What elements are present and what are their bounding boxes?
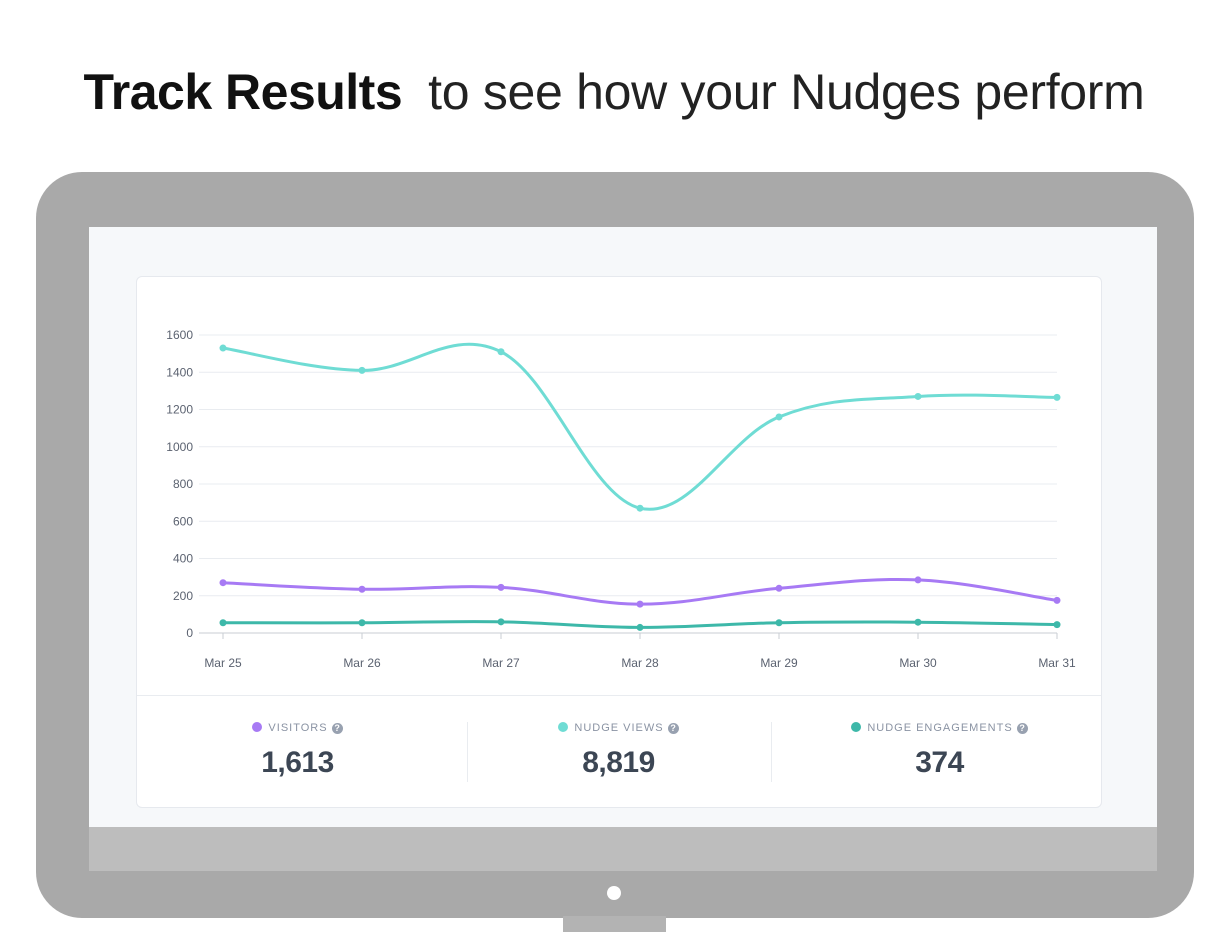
x-tick-label: Mar 29 bbox=[760, 656, 798, 670]
y-tick-label: 1000 bbox=[166, 440, 193, 454]
monitor-stand bbox=[563, 916, 666, 932]
data-point-visitors[interactable] bbox=[636, 600, 644, 608]
stat-nudge-views-label: NUDGE VIEWS bbox=[574, 722, 664, 734]
y-tick-label: 1200 bbox=[166, 403, 193, 417]
stat-divider bbox=[467, 722, 468, 782]
stat-nudge-engagements-value: 374 bbox=[915, 746, 964, 779]
data-point-visitors[interactable] bbox=[914, 576, 922, 584]
data-point-nudge-views[interactable] bbox=[497, 348, 505, 356]
data-point-nudge-views[interactable] bbox=[914, 392, 922, 400]
y-tick-label: 1600 bbox=[166, 328, 193, 342]
data-point-visitors[interactable] bbox=[775, 584, 783, 592]
data-point-nudge-views[interactable] bbox=[219, 344, 227, 352]
chart-x-axis: Mar 25 Mar 26 Mar 27 Mar 28 Mar 29 Mar 30 Mar … bbox=[204, 633, 1076, 670]
data-point-nudge-engagements[interactable] bbox=[219, 619, 227, 627]
analytics-card: 0 200 400 600 800 1000 1200 1400 1600 Mar 25 Mar … bbox=[136, 276, 1102, 808]
data-point-nudge-views[interactable] bbox=[1053, 393, 1061, 401]
nudge-engagements-help-icon[interactable]: ? bbox=[1016, 723, 1028, 734]
y-tick-label: 400 bbox=[173, 552, 193, 566]
x-tick-label: Mar 28 bbox=[621, 656, 659, 670]
stats-row: VISITORS? 1,613 NUDGE VIEWS? 8,819 NUDGE… bbox=[137, 695, 1101, 808]
y-tick-label: 800 bbox=[173, 477, 193, 491]
x-tick-label: Mar 26 bbox=[343, 656, 381, 670]
headline: Track Results to see how your Nudges perf… bbox=[0, 60, 1228, 124]
data-point-visitors[interactable] bbox=[219, 579, 227, 587]
data-point-nudge-engagements[interactable] bbox=[636, 623, 644, 631]
data-point-visitors[interactable] bbox=[358, 585, 366, 593]
power-button-icon bbox=[607, 886, 621, 900]
data-point-nudge-engagements[interactable] bbox=[497, 618, 505, 626]
monitor-frame: 0 200 400 600 800 1000 1200 1400 1600 Mar 25 Mar … bbox=[36, 172, 1194, 918]
x-tick-label: Mar 25 bbox=[204, 656, 242, 670]
stat-visitors-label-row: VISITORS? bbox=[137, 722, 458, 734]
data-point-nudge-engagements[interactable] bbox=[1053, 621, 1061, 629]
data-point-nudge-views[interactable] bbox=[358, 366, 366, 374]
nudge-views-legend-dot-icon bbox=[558, 722, 569, 732]
visitors-legend-dot-icon bbox=[252, 722, 263, 732]
data-point-visitors[interactable] bbox=[1053, 596, 1061, 604]
x-tick-label: Mar 31 bbox=[1038, 656, 1076, 670]
y-tick-label: 600 bbox=[173, 514, 193, 528]
stat-visitors: VISITORS? 1,613 bbox=[137, 696, 458, 808]
stat-nudge-engagements-label-row: NUDGE ENGAGEMENTS? bbox=[779, 722, 1100, 734]
data-point-nudge-views[interactable] bbox=[636, 504, 644, 512]
stat-nudge-engagements: NUDGE ENGAGEMENTS? 374 bbox=[779, 696, 1100, 808]
chart-gridlines bbox=[199, 334, 1057, 634]
nudge-engagements-legend-dot-icon bbox=[851, 722, 862, 732]
data-point-visitors[interactable] bbox=[497, 583, 505, 591]
headline-subtitle: to see how your Nudges perform bbox=[428, 64, 1145, 120]
data-point-nudge-engagements[interactable] bbox=[914, 618, 922, 626]
y-tick-label: 1400 bbox=[166, 365, 193, 379]
series-line-nudge-views bbox=[221, 342, 1059, 511]
stat-divider bbox=[771, 722, 772, 782]
headline-title: Track Results bbox=[83, 64, 403, 120]
data-point-nudge-views[interactable] bbox=[775, 413, 783, 421]
chart-y-axis: 0 200 400 600 800 1000 1200 1400 1600 bbox=[166, 328, 193, 640]
monitor-screen: 0 200 400 600 800 1000 1200 1400 1600 Mar 25 Mar … bbox=[89, 227, 1157, 827]
stat-nudge-views-value: 8,819 bbox=[582, 746, 655, 779]
y-tick-label: 200 bbox=[173, 589, 193, 603]
nudge-views-help-icon[interactable]: ? bbox=[667, 723, 679, 734]
stat-visitors-value: 1,613 bbox=[261, 746, 334, 779]
x-tick-label: Mar 30 bbox=[899, 656, 937, 670]
data-point-nudge-engagements[interactable] bbox=[775, 619, 783, 627]
visitors-help-icon[interactable]: ? bbox=[331, 723, 343, 734]
stat-visitors-label: VISITORS bbox=[268, 722, 328, 734]
y-tick-label: 0 bbox=[186, 626, 193, 640]
chart-series bbox=[219, 342, 1061, 631]
stat-nudge-engagements-label: NUDGE ENGAGEMENTS bbox=[867, 722, 1013, 734]
monitor-chin bbox=[89, 827, 1157, 871]
series-line-visitors bbox=[221, 577, 1059, 606]
x-tick-label: Mar 27 bbox=[482, 656, 520, 670]
stat-nudge-views-label-row: NUDGE VIEWS? bbox=[458, 722, 779, 734]
stat-nudge-views: NUDGE VIEWS? 8,819 bbox=[458, 696, 779, 808]
data-point-nudge-engagements[interactable] bbox=[358, 619, 366, 627]
